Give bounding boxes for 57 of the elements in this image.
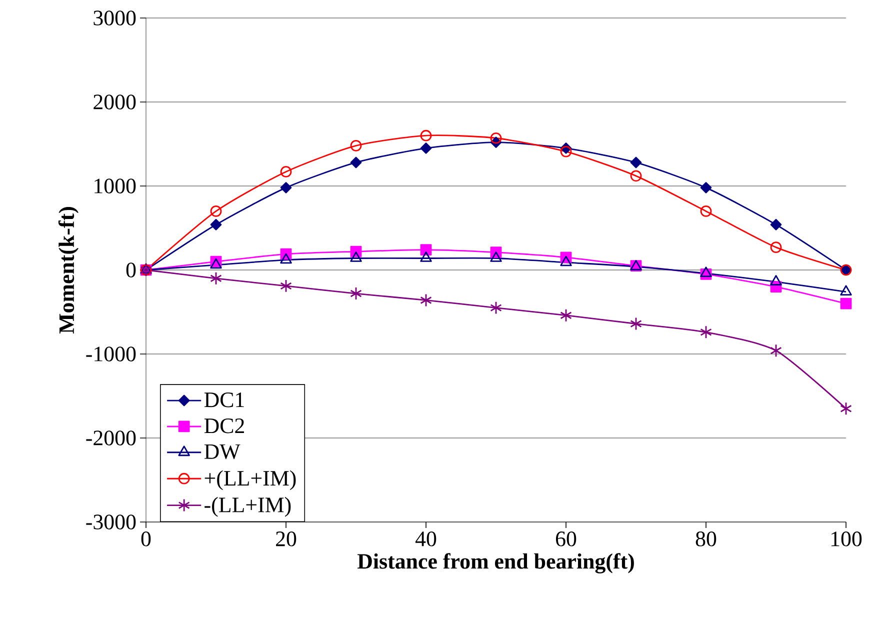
point: [490, 132, 502, 144]
point: [770, 275, 782, 286]
point: [210, 218, 222, 230]
y-tick-label: 0: [126, 262, 136, 278]
point: [350, 140, 362, 152]
point: [280, 166, 292, 178]
point: [700, 206, 712, 217]
point: [560, 256, 572, 266]
legend-label: DC2: [204, 418, 244, 434]
point: [420, 294, 432, 307]
legend-label: DC1: [204, 392, 244, 408]
y-tick-label: 2000: [94, 94, 136, 110]
point: [210, 206, 222, 217]
y-tick-label: -2000: [86, 430, 136, 446]
point: [420, 130, 432, 142]
point: [700, 266, 712, 278]
point: [840, 285, 852, 296]
y-tick-label: -3000: [86, 514, 136, 530]
x-tick-label: 20: [276, 531, 296, 546]
point: [490, 301, 502, 314]
point: [770, 242, 782, 253]
point: [840, 298, 852, 310]
x-tick-label: 100: [831, 531, 862, 546]
point: [630, 156, 642, 168]
y-tick-label: 3000: [94, 10, 136, 26]
point: [420, 252, 432, 262]
point: [700, 182, 712, 194]
point: [840, 402, 852, 416]
x-axis-title: Distance from end bearing(ft): [358, 553, 634, 574]
point: [350, 156, 362, 168]
point: [280, 182, 292, 194]
legend-label: +(LL+IM): [204, 470, 296, 490]
point: [560, 308, 572, 322]
point: [630, 317, 642, 330]
x-tick-label: 60: [556, 531, 576, 546]
point: [210, 272, 222, 286]
point: [210, 258, 222, 269]
x-tick-label: 0: [141, 531, 151, 546]
point: [350, 252, 362, 262]
point: [350, 286, 362, 300]
y-tick-label: -1000: [86, 346, 136, 362]
x-tick-label: 40: [415, 531, 436, 546]
point: [560, 146, 572, 158]
point: [770, 344, 782, 358]
y-axis-title: Moment(k-ft): [58, 207, 79, 334]
legend-label: DW: [204, 444, 240, 460]
y-tick-label: 1000: [94, 178, 136, 194]
point: [280, 253, 292, 264]
point: [700, 325, 712, 339]
point: [420, 244, 432, 256]
point: [490, 252, 502, 262]
point: [280, 279, 292, 293]
legend-label: -(LL+IM): [204, 496, 291, 517]
point: [420, 142, 432, 154]
point: [630, 170, 642, 182]
point: [770, 218, 782, 230]
x-tick-label: 80: [696, 531, 716, 546]
